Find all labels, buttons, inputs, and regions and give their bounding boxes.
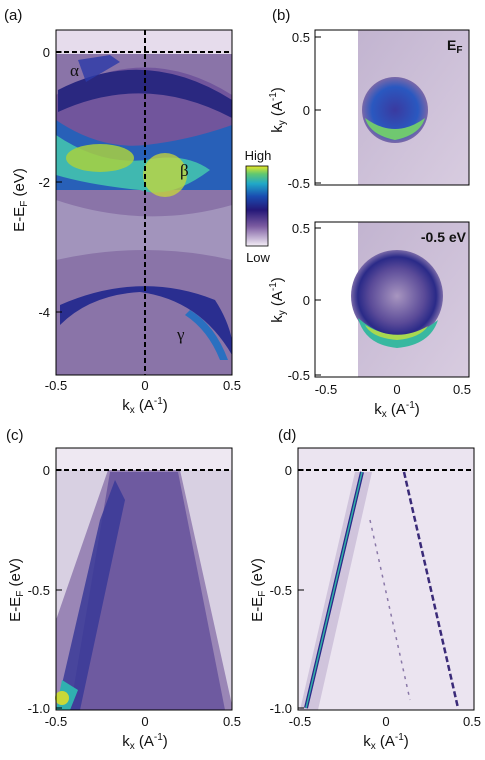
panel-b-top-ytick-2: -0.5 (288, 176, 310, 191)
annotation-gamma: γ (176, 325, 185, 344)
panel-c-ytick-1: -0.5 (28, 583, 50, 598)
colorbar-gradient (245, 165, 269, 247)
panel-b-xtick-1: 0 (393, 382, 400, 397)
panel-c-image (55, 447, 233, 711)
panel-d: (d) 0 -0.5 -1.0 -0.5 0 0.5 kx (A-1) E-EF… (249, 427, 481, 752)
panel-d-xtick-0: -0.5 (289, 714, 311, 729)
panel-a-ytick-1: -2 (38, 175, 50, 190)
fermi-surface-05 (351, 250, 443, 342)
panel-d-ytick-1: -0.5 (270, 583, 292, 598)
panel-d-xlabel: kx (A-1) (363, 732, 409, 752)
panel-a-ytick-0: 0 (43, 45, 50, 60)
panel-b-bottom-image (314, 221, 470, 378)
panel-a: (a) α β γ 0 -2 -4 -0.5 0 0.5 (4, 7, 241, 416)
panel-b-top-ytick-1: 0 (303, 103, 310, 118)
panel-b-label: (b) (272, 7, 290, 24)
panel-b-top-ylabel: ky (A-1) (268, 87, 288, 133)
panel-c: (c) 0 -0.5 -1.0 -0.5 0 0.5 kx (A-1) E-EF… (6, 427, 241, 752)
panel-c-ytick-0: 0 (43, 463, 50, 478)
panel-b-bottom-ytick-1: 0 (303, 293, 310, 308)
panel-b-bottom-ytick-0: 0.5 (292, 221, 310, 236)
panel-a-label: (a) (4, 7, 22, 24)
panel-c-xtick-0: -0.5 (45, 714, 67, 729)
annotation-alpha: α (70, 61, 79, 80)
colorbar-low-label: Low (246, 250, 270, 265)
panel-a-xtick-2: 0.5 (223, 378, 241, 393)
panel-a-ytick-2: -4 (38, 305, 50, 320)
panel-b-top-ytick-0: 0.5 (292, 30, 310, 45)
panel-a-xlabel: kx (A-1) (122, 396, 168, 416)
colorbar: High Low (245, 148, 272, 265)
panel-a-xtick-1: 0 (141, 378, 148, 393)
panel-c-xlabel: kx (A-1) (122, 732, 168, 752)
panel-c-xtick-2: 0.5 (223, 714, 241, 729)
panel-b-xlabel: kx (A-1) (374, 400, 420, 420)
panel-d-xtick-1: 0 (382, 714, 389, 729)
colorbar-high-label: High (245, 148, 272, 163)
panel-b-xtick-2: 0.5 (453, 382, 471, 397)
panel-c-ylabel: E-EF (eV) (7, 558, 26, 622)
panel-a-xtick-0: -0.5 (45, 378, 67, 393)
panel-d-ytick-0: 0 (285, 463, 292, 478)
panel-d-image (297, 447, 475, 711)
panel-c-label: (c) (6, 427, 24, 444)
annotation-beta: β (180, 161, 189, 180)
panel-b: (b) EF 0.5 0 -0.5 ky (A-1) (268, 7, 470, 191)
panel-b-top-image (314, 29, 470, 186)
panel-b-bottom-ytick-2: -0.5 (288, 368, 310, 383)
panel-d-ylabel: E-EF (eV) (249, 558, 268, 622)
panel-d-label: (d) (278, 427, 296, 444)
panel-b-bottom: -0.5 eV 0.5 0 -0.5 -0.5 0 0.5 ky (A-1) k… (268, 221, 471, 420)
panel-b-bottom-annotation: -0.5 eV (421, 229, 467, 245)
panel-a-ylabel: E-EF (eV) (11, 168, 30, 232)
panel-b-top-annotation: EF (447, 37, 462, 56)
panel-b-bottom-ylabel: ky (A-1) (268, 277, 288, 323)
panel-d-xtick-2: 0.5 (463, 714, 481, 729)
panel-c-xtick-1: 0 (141, 714, 148, 729)
panel-d-ytick-2: -1.0 (270, 701, 292, 716)
panel-c-ytick-2: -1.0 (28, 701, 50, 716)
panel-b-xtick-0: -0.5 (315, 382, 337, 397)
